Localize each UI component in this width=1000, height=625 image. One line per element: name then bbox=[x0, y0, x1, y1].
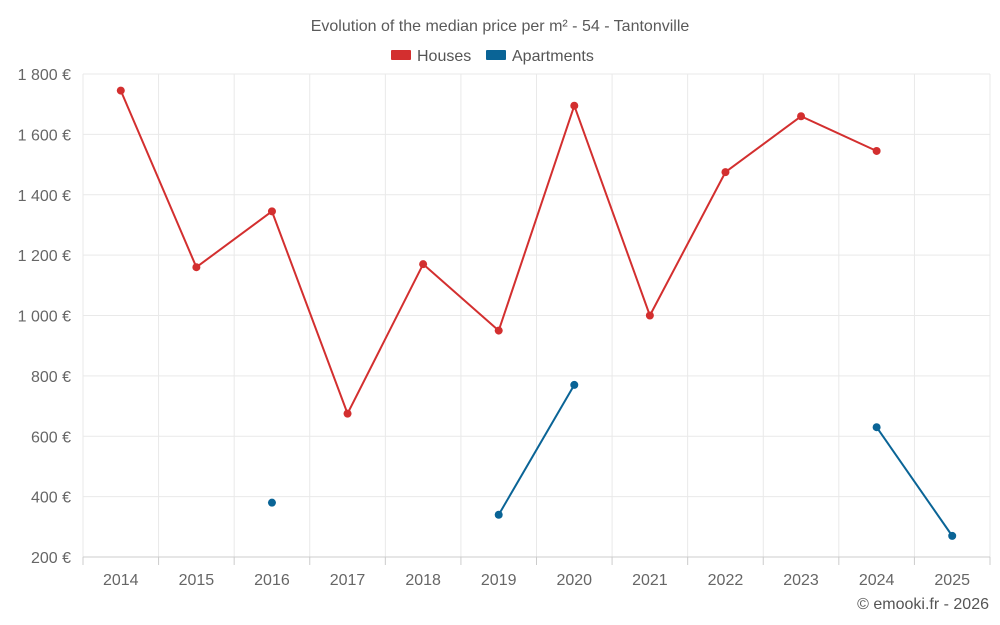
data-point-houses[interactable] bbox=[570, 101, 579, 110]
data-point-houses[interactable] bbox=[419, 260, 428, 269]
y-tick-label: 200 € bbox=[31, 550, 71, 567]
data-point-houses[interactable] bbox=[721, 168, 730, 177]
data-point-houses[interactable] bbox=[797, 112, 806, 121]
data-point-apartments[interactable] bbox=[872, 423, 881, 432]
x-tick-label: 2021 bbox=[632, 572, 668, 589]
series bbox=[116, 86, 957, 540]
data-point-apartments[interactable] bbox=[570, 380, 579, 389]
data-point-houses[interactable] bbox=[116, 86, 125, 95]
data-point-apartments[interactable] bbox=[948, 531, 957, 540]
y-tick-label: 1 800 € bbox=[18, 67, 71, 84]
x-tick-label: 2025 bbox=[934, 572, 970, 589]
x-tick-label: 2020 bbox=[556, 572, 592, 589]
data-point-apartments[interactable] bbox=[267, 498, 276, 507]
legend-item-houses[interactable]: Houses bbox=[391, 48, 471, 65]
data-point-houses[interactable] bbox=[192, 263, 201, 272]
credit-text: © emooki.fr - 2026 bbox=[857, 596, 989, 613]
data-point-apartments[interactable] bbox=[494, 510, 503, 519]
x-tick-label: 2014 bbox=[103, 572, 139, 589]
y-tick-label: 1 000 € bbox=[18, 309, 71, 326]
legend-item-apartments[interactable]: Apartments bbox=[486, 48, 594, 65]
series-line-apartments bbox=[875, 426, 954, 537]
series-line-apartments bbox=[497, 384, 576, 516]
legend: Houses Apartments bbox=[391, 48, 594, 65]
x-tick-label: 2022 bbox=[708, 572, 744, 589]
y-tick-label: 800 € bbox=[31, 369, 71, 386]
chart-title: Evolution of the median price per m² - 5… bbox=[311, 18, 690, 35]
data-point-houses[interactable] bbox=[494, 326, 503, 335]
x-tick-label: 2024 bbox=[859, 572, 895, 589]
legend-label-apartments: Apartments bbox=[512, 48, 594, 65]
grid bbox=[82, 73, 991, 557]
x-tick-label: 2017 bbox=[330, 572, 366, 589]
axes: 200 € 400 € 600 € 800 € 1 000 € 1 200 € 1 400 … bbox=[18, 67, 991, 589]
y-tick-label: 1 400 € bbox=[18, 188, 71, 205]
data-point-houses[interactable] bbox=[343, 409, 352, 418]
x-tick-label: 2016 bbox=[254, 572, 290, 589]
series-apartments bbox=[267, 380, 957, 540]
y-tick-label: 400 € bbox=[31, 490, 71, 507]
x-tick-label: 2018 bbox=[405, 572, 441, 589]
y-tick-label: 600 € bbox=[31, 429, 71, 446]
data-point-houses[interactable] bbox=[645, 311, 654, 320]
series-houses bbox=[116, 86, 881, 418]
x-tick-label: 2023 bbox=[783, 572, 819, 589]
x-tick-label: 2015 bbox=[179, 572, 215, 589]
legend-swatch-houses bbox=[391, 50, 411, 60]
y-tick-label: 1 600 € bbox=[18, 127, 71, 144]
x-tick-label: 2019 bbox=[481, 572, 517, 589]
data-point-houses[interactable] bbox=[267, 207, 276, 216]
legend-label-houses: Houses bbox=[417, 48, 471, 65]
data-point-houses[interactable] bbox=[872, 146, 881, 155]
y-tick-label: 1 200 € bbox=[18, 248, 71, 265]
legend-swatch-apartments bbox=[486, 50, 506, 60]
